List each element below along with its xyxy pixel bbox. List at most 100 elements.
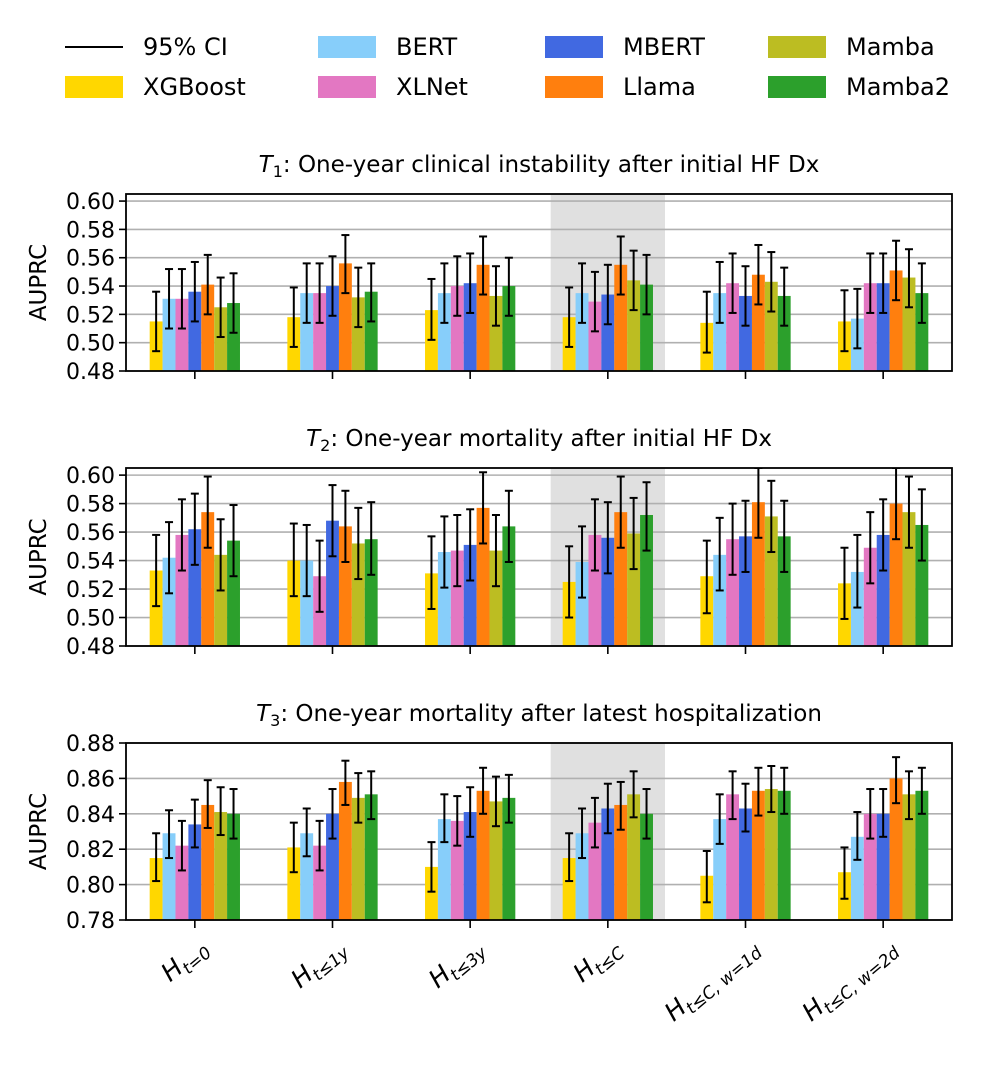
legend-swatch-mamba bbox=[768, 36, 826, 58]
bar-bert bbox=[162, 298, 176, 371]
x-tick-label: Ht=0 bbox=[155, 932, 216, 991]
bar-xgboost bbox=[287, 847, 301, 920]
y-tick-label: 0.50 bbox=[66, 332, 115, 357]
legend-swatch-xlnet bbox=[318, 76, 376, 98]
bar-mamba2 bbox=[364, 794, 378, 920]
bar-llama bbox=[476, 790, 490, 920]
bar-bert bbox=[162, 557, 176, 646]
bar-llama bbox=[476, 264, 490, 371]
bar-mbert bbox=[601, 294, 615, 371]
bar-mamba2 bbox=[777, 536, 791, 646]
y-tick-label: 0.60 bbox=[66, 190, 115, 215]
y-tick-label: 0.52 bbox=[66, 578, 115, 603]
bar-mbert bbox=[739, 536, 752, 646]
bar-xlnet bbox=[863, 283, 877, 371]
panel-title: T3: One-year mortality after latest hosp… bbox=[256, 701, 822, 730]
legend-ci-label: 95% CI bbox=[143, 33, 228, 61]
bar-bert bbox=[162, 833, 176, 920]
y-tick-label: 0.56 bbox=[66, 247, 115, 272]
title-task-number: 2 bbox=[320, 436, 330, 455]
bar-llama bbox=[751, 274, 765, 371]
bar-mamba bbox=[764, 789, 778, 920]
x-tick-label: Ht≤C bbox=[568, 932, 629, 991]
bar-mbert bbox=[876, 813, 890, 920]
error-bars bbox=[152, 468, 926, 620]
bar-mbert bbox=[739, 295, 752, 371]
bar-mamba2 bbox=[364, 291, 378, 371]
bar-mbert bbox=[601, 537, 615, 646]
bar-mbert bbox=[326, 520, 339, 646]
bar-mbert bbox=[188, 291, 202, 371]
bar-llama bbox=[201, 512, 215, 646]
bar-llama bbox=[338, 526, 352, 646]
bar-xlnet bbox=[313, 845, 327, 920]
error-bars bbox=[152, 756, 926, 904]
bar-xlnet bbox=[726, 539, 740, 646]
bar-mamba2 bbox=[640, 514, 653, 646]
y-tick-label: 0.48 bbox=[66, 635, 115, 660]
title-task-number: 3 bbox=[270, 711, 280, 730]
bar-mbert bbox=[326, 813, 339, 920]
x-tick-label: Ht≤C, w=1d bbox=[659, 932, 767, 1030]
bar-mamba bbox=[627, 280, 641, 371]
bar-mamba bbox=[902, 794, 916, 920]
bar-bert bbox=[300, 560, 314, 646]
bar-llama bbox=[889, 778, 903, 920]
panel-1: 0.48 0.50 0.52 0.54 0.56 0.58 0.60 AUPRC T1: One… bbox=[26, 152, 953, 385]
bar-mbert bbox=[463, 812, 477, 920]
bar-mamba bbox=[489, 295, 503, 371]
bar-bert bbox=[850, 836, 864, 920]
y-tick-label: 0.88 bbox=[66, 732, 115, 757]
bar-llama bbox=[338, 781, 352, 920]
legend-swatch-bert bbox=[318, 36, 376, 58]
bar-mamba bbox=[902, 512, 916, 646]
bar-mamba bbox=[214, 307, 228, 371]
y-tick-label: 0.52 bbox=[66, 303, 115, 328]
y-axis-label: AUPRC bbox=[26, 793, 52, 870]
bar-bert bbox=[437, 293, 451, 371]
axes-frame bbox=[125, 742, 953, 921]
title-task-letter: T bbox=[256, 701, 272, 727]
bar-mamba bbox=[627, 794, 641, 920]
bar-mbert bbox=[463, 283, 477, 371]
y-tick-label: 0.56 bbox=[66, 521, 115, 546]
bar-xgboost bbox=[562, 858, 576, 920]
bar-mamba2 bbox=[227, 303, 240, 371]
legend-swatch-mamba2 bbox=[768, 76, 826, 98]
bar-mamba2 bbox=[227, 813, 240, 920]
title-text: : One-year mortality after initial HF Dx bbox=[330, 426, 772, 452]
bar-mamba bbox=[351, 797, 365, 920]
bar-xgboost bbox=[287, 560, 301, 646]
bar-mamba bbox=[214, 554, 228, 646]
bar-mamba2 bbox=[777, 295, 791, 371]
bar-mamba2 bbox=[502, 797, 516, 920]
bar-llama bbox=[751, 790, 765, 920]
bar-bert bbox=[575, 561, 589, 646]
y-tick-label: 0.84 bbox=[66, 803, 115, 828]
legend-label-mamba: Mamba bbox=[846, 33, 935, 61]
legend-label-bert: BERT bbox=[396, 33, 458, 61]
y-tick-label: 0.58 bbox=[66, 493, 115, 518]
y-axis-label: AUPRC bbox=[26, 518, 52, 595]
bar-llama bbox=[476, 507, 490, 646]
bar-xlnet bbox=[450, 286, 464, 371]
bar-mbert bbox=[739, 808, 752, 920]
bar-bert bbox=[300, 293, 314, 371]
legend-swatch-llama bbox=[545, 76, 603, 98]
axes-frame bbox=[125, 193, 953, 372]
bar-xlnet bbox=[175, 298, 189, 371]
panel-title: T1: One-year clinical instability after … bbox=[259, 152, 820, 181]
bar-mamba2 bbox=[502, 286, 516, 371]
bar-xgboost bbox=[149, 858, 163, 920]
bar-llama bbox=[889, 270, 903, 371]
y-tick-label: 0.78 bbox=[66, 909, 115, 934]
bar-bert bbox=[850, 571, 864, 646]
bar-mbert bbox=[326, 286, 339, 371]
bar-mamba2 bbox=[915, 524, 929, 646]
bar-mamba2 bbox=[915, 790, 929, 920]
bar-xlnet bbox=[588, 534, 602, 646]
bar-mamba2 bbox=[915, 293, 929, 371]
title-task-letter: T bbox=[259, 152, 275, 178]
bar-mamba2 bbox=[227, 540, 240, 646]
bar-mbert bbox=[876, 283, 890, 371]
